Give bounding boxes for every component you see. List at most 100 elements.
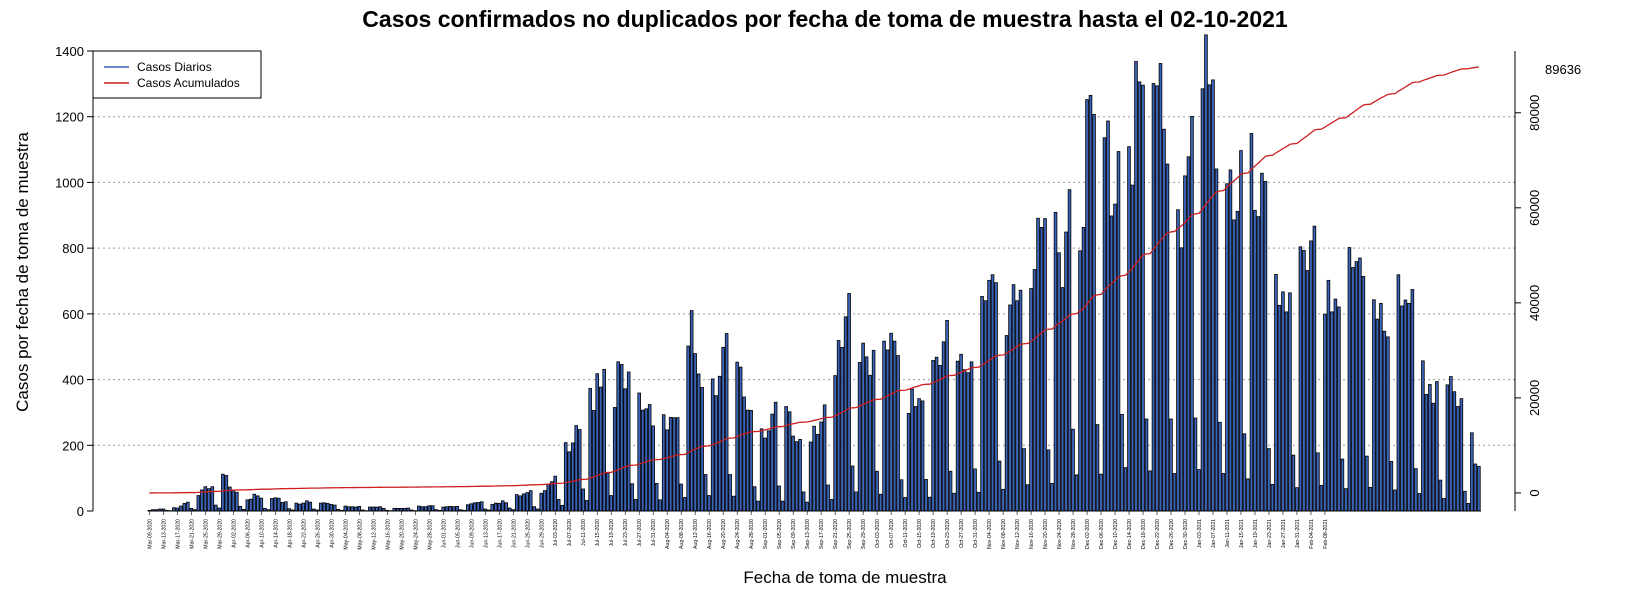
daily-bar (976, 491, 981, 512)
daily-bar (1365, 455, 1369, 512)
daily-bar (1452, 391, 1457, 512)
daily-bar (826, 484, 830, 512)
daily-bar (1298, 246, 1303, 512)
x-tick-label: Sep-29-2020 (861, 519, 867, 549)
daily-bar (1368, 486, 1373, 512)
daily-bar (633, 499, 638, 512)
daily-bar (1186, 156, 1191, 512)
daily-bar (455, 505, 460, 512)
daily-bar (1025, 484, 1030, 512)
daily-bar (994, 282, 998, 512)
gridlines (93, 116, 1515, 446)
daily-bar (906, 413, 911, 512)
daily-bar (1218, 421, 1222, 512)
daily-bar (700, 387, 704, 512)
daily-bar (693, 353, 697, 512)
x-tick-label: Oct-23-2020 (945, 519, 951, 548)
daily-bar (368, 506, 372, 512)
daily-bar (1071, 428, 1075, 512)
daily-bar (983, 300, 988, 512)
daily-bar (780, 500, 785, 512)
x-tick-label: Dec-18-2020 (1141, 519, 1147, 549)
daily-bar (1197, 469, 1201, 512)
daily-bar (200, 489, 204, 512)
daily-bar (843, 316, 848, 512)
daily-bar (1333, 298, 1338, 512)
daily-bar (1137, 81, 1142, 512)
daily-bar (1260, 172, 1264, 512)
daily-bar (1109, 215, 1114, 512)
daily-bar (1141, 84, 1145, 512)
daily-bar (696, 373, 701, 512)
x-tick-label: Jan-07-2021 (1211, 519, 1217, 548)
x-tick-label: Jan-31-2021 (1295, 519, 1301, 548)
x-tick-label: Aug-12-2020 (693, 519, 699, 549)
daily-bar (1407, 302, 1411, 512)
x-tick-label: Jun-01-2020 (441, 519, 447, 548)
x-tick-label: Nov-04-2020 (987, 519, 993, 549)
daily-bar (871, 349, 876, 512)
daily-bar (528, 490, 533, 512)
daily-bar (987, 279, 991, 512)
x-tick-label: Jul-19-2020 (609, 519, 615, 547)
daily-bar (756, 500, 760, 512)
daily-bar (1134, 61, 1138, 512)
y-tick-label: 400 (62, 373, 84, 388)
daily-bar (637, 392, 641, 512)
daily-bar (738, 366, 743, 512)
daily-bar (668, 416, 673, 512)
daily-bar (1386, 336, 1390, 512)
daily-bar (427, 505, 432, 512)
daily-bar (1235, 210, 1240, 512)
daily-bar (210, 486, 215, 512)
daily-bar (469, 503, 474, 512)
daily-bar (493, 502, 498, 512)
daily-bar (441, 506, 446, 512)
daily-bar (588, 388, 592, 512)
daily-bar (504, 502, 508, 512)
daily-bar (1337, 306, 1341, 512)
daily-bar (284, 501, 288, 512)
x-tick-label: Jul-15-2020 (595, 519, 601, 547)
x-tick-label: Oct-03-2020 (875, 519, 881, 548)
daily-bar (686, 345, 690, 512)
daily-bar (1204, 34, 1208, 512)
daily-bar (532, 506, 536, 512)
daily-bar (752, 486, 757, 512)
daily-bar (661, 414, 666, 512)
daily-bar (1281, 291, 1285, 512)
daily-bar (878, 493, 883, 512)
daily-bar (521, 493, 526, 512)
y-tick-label: 600 (62, 307, 84, 322)
daily-bar (1410, 289, 1415, 512)
daily-bar (1361, 275, 1366, 512)
daily-bar (829, 499, 834, 512)
daily-bar (1127, 146, 1131, 512)
daily-bar (1113, 203, 1117, 512)
daily-bar (1092, 114, 1096, 512)
daily-bar (1246, 478, 1250, 512)
y-tick-label: 1400 (55, 44, 84, 59)
daily-bar (196, 495, 201, 512)
daily-bar (1323, 313, 1327, 512)
daily-bar (490, 504, 494, 512)
daily-bar (763, 437, 767, 512)
daily-bar (1001, 488, 1005, 512)
daily-bar (1078, 250, 1082, 512)
daily-bar (1477, 465, 1481, 512)
daily-bar (570, 442, 575, 512)
daily-bar (294, 502, 299, 512)
daily-bar (598, 386, 603, 512)
daily-bar (1183, 175, 1187, 512)
daily-bar (941, 341, 946, 512)
daily-bar (1225, 183, 1229, 512)
daily-bar (973, 468, 977, 512)
daily-bar (1095, 424, 1100, 512)
daily-bar (1190, 115, 1194, 512)
x-tick-label: May-04-2020 (343, 519, 349, 550)
x-tick-label: Dec-02-2020 (1085, 519, 1091, 549)
daily-bar (1053, 211, 1058, 512)
x-tick-label: Mar-29-2020 (217, 519, 223, 549)
daily-bar (591, 410, 596, 512)
daily-bar (329, 504, 334, 512)
